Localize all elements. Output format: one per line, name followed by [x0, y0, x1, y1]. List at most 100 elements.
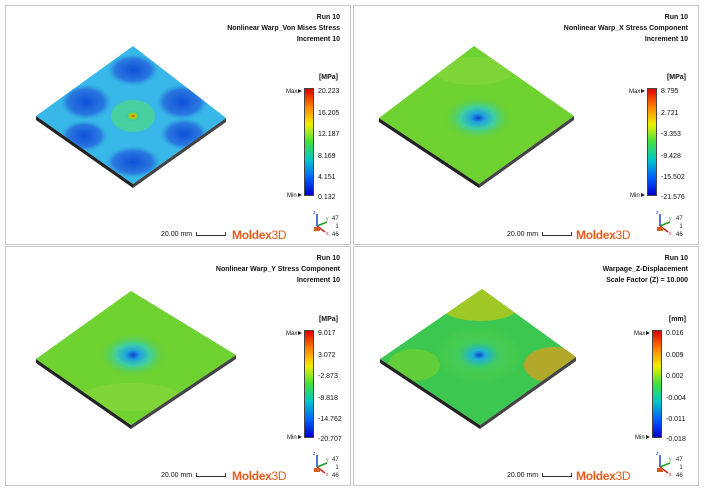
scale-bar — [542, 473, 572, 477]
panel-z-displacement: Run 10 Warpage_Z-Displacement Scale Fact… — [353, 246, 699, 486]
min-pointer-icon — [640, 193, 645, 198]
title-block: Run 10 Nonlinear Warp_Y Stress Component… — [216, 253, 340, 286]
legend-tick: -14.762 — [318, 416, 342, 423]
axis-x-label: x — [669, 472, 672, 477]
result-name: Warpage_Z-Displacement — [602, 266, 688, 273]
axis-triad-icon: z y x — [313, 451, 329, 477]
scale-label: 20.00 mm — [507, 472, 539, 479]
legend-tick: -0.018 — [666, 436, 686, 443]
max-pointer-icon — [298, 331, 303, 336]
plate-z-displacement — [380, 289, 576, 429]
run-label: Run 10 — [664, 14, 688, 21]
max-pointer-icon — [646, 331, 651, 336]
axis-triad-icon: z y x — [656, 451, 672, 477]
view-ids: 47 1 46 — [676, 216, 683, 238]
legend-tick: 4.151 — [318, 174, 336, 181]
legend-tick: 2.721 — [661, 110, 679, 117]
legend-max-label: Max — [286, 331, 303, 337]
axis-z-label: z — [656, 210, 659, 216]
axis-z-label: z — [656, 451, 659, 457]
scale-bar — [196, 473, 226, 477]
axis-x-label: x — [326, 231, 329, 236]
title-block: Run 10 Warpage_Z-Displacement Scale Fact… — [603, 253, 688, 286]
axis-x-label: x — [669, 231, 672, 236]
min-pointer-icon — [297, 193, 302, 198]
plate-von-mises — [36, 46, 226, 188]
legend-tick: 3.072 — [318, 352, 336, 359]
legend-tick: -15.502 — [661, 174, 685, 181]
legend-tick: -2.873 — [318, 373, 338, 380]
run-label: Run 10 — [316, 255, 340, 262]
legend-min-label: Min — [287, 193, 302, 199]
panel-y-stress: Run 10 Nonlinear Warp_Y Stress Component… — [5, 246, 351, 486]
legend-tick: 0.132 — [318, 194, 336, 201]
legend-tick: 0.002 — [666, 373, 684, 380]
moldex3d-logo: Moldex3D — [232, 469, 287, 483]
max-pointer-icon — [298, 89, 303, 94]
legend-max-label: Max — [634, 331, 651, 337]
legend-min-label: Min — [287, 435, 302, 441]
axis-triad-icon: z y x — [656, 210, 672, 236]
axis-z-label: z — [313, 451, 316, 457]
moldex3d-logo: Moldex3D — [576, 228, 631, 242]
result-name: Nonlinear Warp_X Stress Component — [563, 25, 688, 32]
axis-y-label: y — [669, 457, 672, 463]
legend-tick: 0.016 — [666, 330, 684, 337]
max-pointer-icon — [641, 89, 646, 94]
panel-x-stress: Run 10 Nonlinear Warp_X Stress Component… — [353, 5, 699, 245]
result-subtitle: Increment 10 — [644, 36, 688, 43]
axis-y-label: y — [326, 457, 329, 463]
legend-max-label: Max — [286, 89, 303, 95]
axis-triad-icon: z y x — [313, 210, 329, 236]
min-pointer-icon — [645, 435, 650, 440]
legend-unit: [MPa] — [318, 316, 338, 323]
legend-tick: 8.795 — [661, 88, 679, 95]
axis-y-label: y — [326, 216, 329, 222]
scale-bar — [196, 232, 226, 236]
moldex3d-logo: Moldex3D — [232, 228, 287, 242]
legend-tick: 16.205 — [318, 110, 340, 117]
legend-tick: -0.011 — [666, 416, 686, 423]
legend-max-label: Max — [629, 89, 646, 95]
axis-x-label: x — [326, 472, 329, 477]
run-label: Run 10 — [664, 255, 688, 262]
result-name: Nonlinear Warp_Y Stress Component — [215, 266, 340, 273]
legend-tick: 8.169 — [318, 153, 336, 160]
result-subtitle: Increment 10 — [296, 36, 340, 43]
view-ids: 47 1 46 — [676, 457, 683, 479]
scale-label: 20.00 mm — [161, 472, 193, 479]
result-subtitle: Increment 10 — [296, 277, 340, 284]
legend-tick: 9.017 — [318, 330, 336, 337]
legend-unit: [MPa] — [318, 74, 338, 81]
axis-z-label: z — [313, 210, 316, 216]
color-legend-bar — [304, 88, 314, 196]
color-legend-bar — [647, 88, 657, 196]
legend-unit: [MPa] — [666, 74, 686, 81]
panel-von-mises: Run 10 Nonlinear Warp_Von Mises Stress I… — [5, 5, 351, 245]
plate-y-stress — [36, 291, 236, 429]
legend-tick: -20.707 — [318, 436, 342, 443]
legend-tick: -21.576 — [661, 194, 685, 201]
moldex3d-logo: Moldex3D — [576, 469, 631, 483]
color-legend-bar — [304, 330, 314, 438]
axis-y-label: y — [669, 216, 672, 222]
legend-min-label: Min — [630, 193, 645, 199]
run-label: Run 10 — [316, 14, 340, 21]
min-pointer-icon — [297, 435, 302, 440]
legend-tick: -9.428 — [661, 153, 681, 160]
result-subtitle: Scale Factor (Z) = 10.000 — [606, 277, 688, 284]
scale-label: 20.00 mm — [507, 231, 539, 238]
legend-tick: -3.353 — [661, 131, 681, 138]
view-ids: 47 1 46 — [332, 216, 339, 238]
legend-unit: [mm] — [668, 316, 686, 323]
legend-tick: -8.818 — [318, 395, 338, 402]
legend-min-label: Min — [635, 435, 650, 441]
legend-tick: 12.187 — [318, 131, 340, 138]
plate-x-stress — [379, 46, 574, 188]
color-legend-bar — [652, 330, 662, 438]
view-ids: 47 1 46 — [332, 457, 339, 479]
result-name: Nonlinear Warp_Von Mises Stress — [227, 25, 340, 32]
scale-bar — [542, 232, 572, 236]
scale-label: 20.00 mm — [161, 231, 193, 238]
legend-tick: 0.009 — [666, 352, 684, 359]
